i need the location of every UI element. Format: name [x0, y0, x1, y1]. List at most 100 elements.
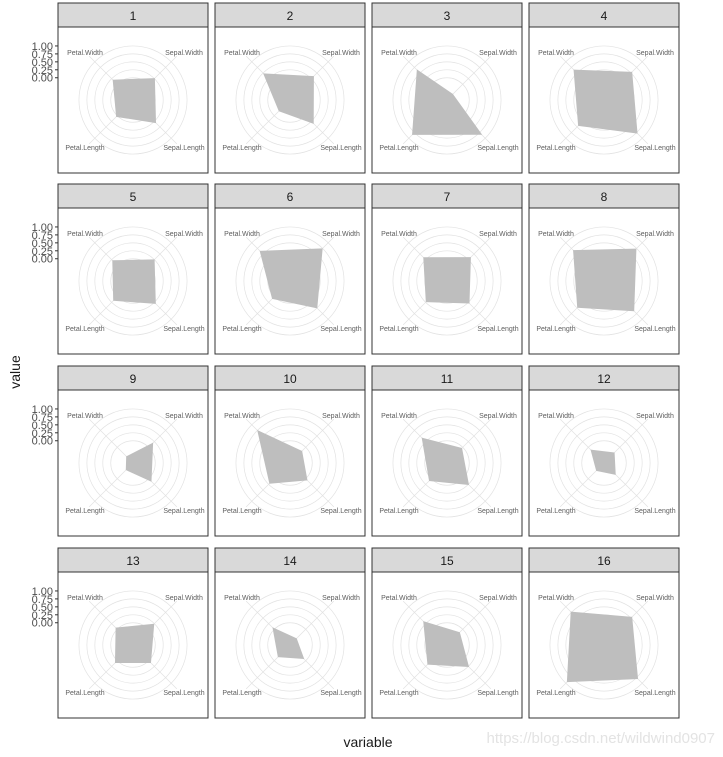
y-tick-label: 0.00 — [32, 73, 53, 85]
x-axis-title: variable — [343, 734, 392, 750]
facet-panel: 8 Petal.Width Sepal.Width Petal.Length Sepal… — [528, 183, 680, 355]
radial-gridline — [259, 432, 321, 494]
spoke-gridline — [88, 418, 134, 464]
facet-strip — [371, 547, 523, 573]
radial-gridline — [235, 408, 345, 518]
radar-area — [259, 248, 323, 309]
radial-gridline — [78, 590, 188, 700]
radial-gridline — [392, 226, 502, 336]
radar-area — [114, 623, 155, 663]
radial-gridline — [416, 614, 478, 676]
facet-strip-label: 11 — [441, 372, 454, 386]
radial-gridline — [102, 432, 164, 494]
variable-label: Petal.Width — [67, 413, 103, 420]
facet-strip — [57, 547, 209, 573]
y-tick-label: 0.00 — [32, 618, 53, 630]
variable-label: Petal.Length — [65, 145, 104, 152]
variable-label: Petal.Length — [379, 508, 418, 515]
radial-gridline — [549, 408, 659, 518]
spoke-gridline — [289, 600, 335, 646]
radar-area — [573, 248, 637, 312]
radial-gridline — [102, 69, 164, 131]
variable-label: Sepal.Length — [477, 326, 518, 333]
facet-strip-label: 16 — [597, 554, 611, 568]
radial-gridline — [110, 440, 156, 486]
facet-strip-label: 9 — [130, 372, 137, 386]
radial-gridline — [565, 606, 643, 684]
variable-label: Petal.Width — [224, 50, 260, 57]
radial-gridline — [392, 590, 502, 700]
radial-gridline — [102, 614, 164, 676]
radar-area — [423, 257, 471, 304]
radar-area — [412, 69, 483, 135]
radar-area — [590, 449, 616, 475]
facet-panels: 1 Petal.Width Sepal.Width Petal.Length Sepal… — [57, 2, 680, 719]
y-tick-label: 1.00 — [32, 586, 53, 598]
variable-label: Petal.Width — [67, 50, 103, 57]
radial-gridline — [549, 590, 659, 700]
y-tick-label: 0.25 — [32, 65, 53, 77]
radial-gridline — [400, 53, 494, 147]
spoke-gridline — [88, 462, 134, 508]
facet-strip — [528, 365, 680, 391]
facet-strip-label: 2 — [287, 9, 294, 23]
radial-gridline — [235, 45, 345, 155]
radar-area — [421, 437, 470, 485]
variable-label: Sepal.Length — [320, 508, 361, 515]
variable-label: Sepal.Length — [477, 508, 518, 515]
variable-label: Sepal.Length — [320, 690, 361, 697]
radial-gridline — [408, 242, 486, 320]
variable-label: Petal.Length — [65, 508, 104, 515]
radial-gridline — [557, 598, 651, 692]
variable-label: Petal.Length — [379, 326, 418, 333]
facet-panel: 3 Petal.Width Sepal.Width Petal.Length Sepal… — [371, 2, 523, 174]
radar-area — [125, 442, 154, 482]
facet-strip-label: 3 — [444, 9, 451, 23]
variable-label: Sepal.Length — [477, 145, 518, 152]
facet-panel: 2 Petal.Width Sepal.Width Petal.Length Sepal… — [214, 2, 366, 174]
facet-strip — [214, 2, 366, 28]
radial-gridline — [573, 432, 635, 494]
variable-label: Sepal.Width — [479, 413, 517, 420]
panel-background — [57, 389, 209, 537]
radial-gridline — [251, 606, 329, 684]
variable-label: Sepal.Width — [322, 50, 360, 57]
radial-gridline — [243, 416, 337, 510]
radial-gridline — [392, 408, 502, 518]
variable-label: Sepal.Width — [636, 50, 674, 57]
facet-strip — [57, 2, 209, 28]
facet-strip-label: 13 — [126, 554, 140, 568]
variable-label: Petal.Width — [67, 231, 103, 238]
facet-strip-label: 14 — [283, 554, 297, 568]
y-tick-label: 0.25 — [32, 246, 53, 258]
radial-gridline — [400, 416, 494, 510]
variable-label: Petal.Width — [381, 231, 417, 238]
variable-label: Sepal.Width — [322, 595, 360, 602]
variable-label: Petal.Length — [222, 690, 261, 697]
variable-label: Petal.Width — [538, 595, 574, 602]
y-tick-label: 0.75 — [32, 49, 53, 61]
y-tick-label: 1.00 — [32, 222, 53, 234]
variable-label: Sepal.Width — [165, 413, 203, 420]
radial-gridline — [408, 606, 486, 684]
radial-gridline — [549, 226, 659, 336]
radial-gridline — [565, 424, 643, 502]
facet-panel: 1 Petal.Width Sepal.Width Petal.Length Sepal… — [57, 2, 209, 174]
variable-label: Sepal.Length — [163, 145, 204, 152]
facet-strip-label: 12 — [597, 372, 611, 386]
radial-gridline — [86, 234, 180, 328]
radial-gridline — [102, 250, 164, 312]
radial-gridline — [392, 45, 502, 155]
radial-gridline — [94, 424, 172, 502]
variable-label: Sepal.Width — [322, 413, 360, 420]
radial-gridline — [408, 424, 486, 502]
variable-label: Sepal.Width — [636, 231, 674, 238]
radial-gridline — [86, 53, 180, 147]
y-axis: 1.000.750.500.250.00 — [32, 222, 58, 266]
variable-label: Petal.Length — [222, 326, 261, 333]
y-tick-label: 0.50 — [32, 57, 53, 69]
variable-label: Petal.Length — [65, 690, 104, 697]
y-axis: 1.000.750.500.250.00 — [32, 404, 58, 448]
variable-label: Sepal.Width — [165, 231, 203, 238]
